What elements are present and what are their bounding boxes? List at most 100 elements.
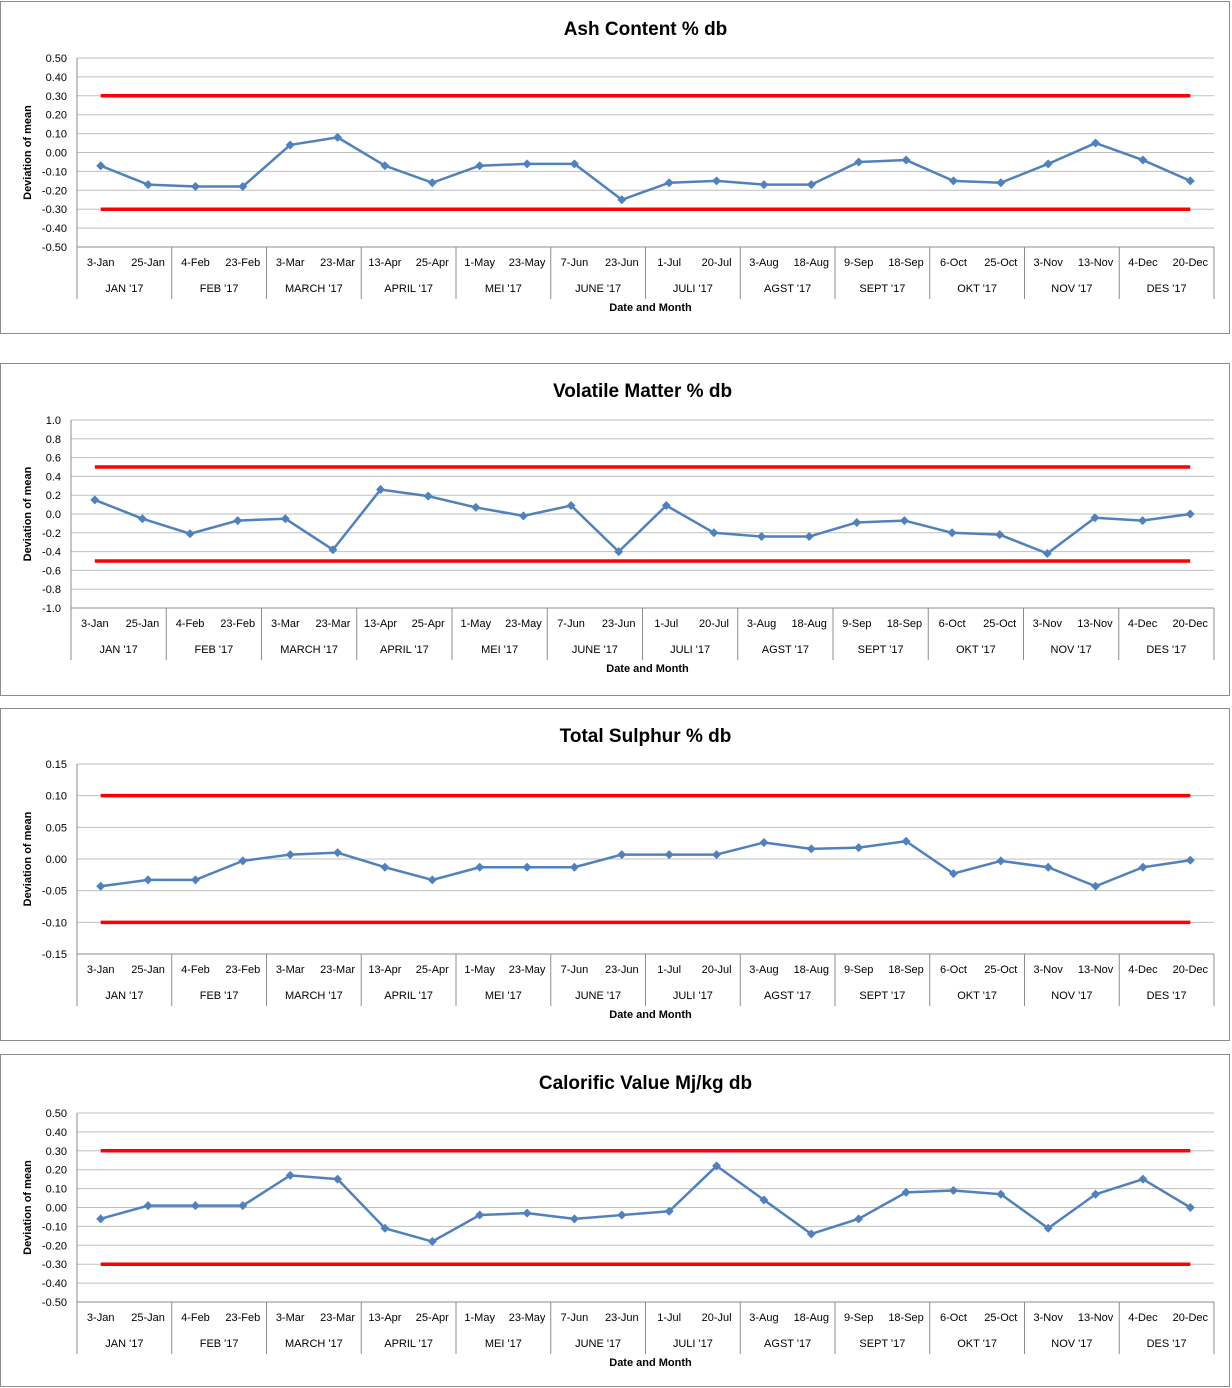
x-tick-label: 23-Mar — [320, 1312, 355, 1324]
data-point — [617, 850, 627, 860]
y-tick-label: 0.20 — [46, 1165, 67, 1177]
volatile-matter-chart-panel: Volatile Matter % db -1.0 -0.8 -0.6 -0.4 -0.2… — [0, 363, 1230, 696]
x-tick-label: 6-Oct — [940, 1312, 967, 1324]
x-tick-label: 25-Apr — [412, 618, 445, 630]
x-tick-label: 25-Jan — [126, 618, 160, 630]
data-point — [901, 1187, 911, 1197]
x-tick-label: 23-Mar — [320, 257, 355, 269]
x-tick-label: 20-Dec — [1173, 964, 1209, 976]
x-tick-label: 25-Apr — [416, 964, 449, 976]
x-group-label: AGST '17 — [764, 283, 811, 295]
x-tick-label: 4-Feb — [176, 618, 205, 630]
data-point — [380, 161, 390, 171]
y-tick-label: 0.00 — [46, 854, 67, 866]
data-point — [566, 501, 576, 511]
data-point — [90, 495, 100, 505]
data-point — [614, 547, 624, 557]
x-tick-label: 25-Oct — [983, 618, 1016, 630]
y-tick-label: -0.2 — [42, 528, 61, 540]
x-group-label: JUNE '17 — [575, 990, 621, 1002]
y-tick-label: 0.10 — [46, 791, 67, 803]
data-point — [238, 856, 248, 866]
x-tick-label: 4-Dec — [1128, 1312, 1158, 1324]
x-tick-label: 23-Feb — [225, 1312, 260, 1324]
data-point — [664, 1206, 674, 1216]
x-tick-label: 1-May — [461, 618, 492, 630]
chart-title: Calorific Value Mj/kg db — [539, 1073, 752, 1094]
data-point — [1043, 862, 1053, 872]
x-tick-label: 20-Jul — [699, 618, 729, 630]
x-tick-label: 1-May — [464, 1312, 495, 1324]
data-point — [333, 1174, 343, 1184]
data-point — [995, 530, 1005, 540]
x-tick-label: 18-Aug — [794, 257, 829, 269]
x-tick-label: 23-Mar — [320, 964, 355, 976]
x-tick-label: 18-Aug — [794, 964, 829, 976]
y-tick-label: -0.40 — [42, 223, 67, 235]
data-point — [806, 180, 816, 190]
x-tick-label: 20-Dec — [1173, 257, 1209, 269]
x-axis-title: Date and Month — [609, 1357, 692, 1369]
x-tick-label: 13-Nov — [1078, 257, 1114, 269]
data-point — [380, 1223, 390, 1233]
data-point — [1042, 548, 1052, 558]
data-point — [96, 881, 106, 891]
x-group-label: OKT '17 — [956, 644, 996, 656]
y-tick-label: 0.10 — [46, 1184, 67, 1196]
data-point — [757, 532, 767, 542]
data-point — [427, 178, 437, 188]
y-tick-label: 0.50 — [46, 1108, 67, 1120]
x-tick-label: 3-Aug — [749, 964, 778, 976]
x-tick-label: 1-May — [464, 964, 495, 976]
x-tick-label: 3-Jan — [87, 257, 115, 269]
x-tick-label: 23-Feb — [220, 618, 255, 630]
x-tick-label: 23-May — [509, 964, 546, 976]
x-tick-label: 25-Oct — [984, 1312, 1017, 1324]
x-tick-label: 25-Jan — [131, 1312, 165, 1324]
data-point — [522, 862, 532, 872]
x-tick-label: 1-Jul — [657, 964, 681, 976]
x-tick-label: 13-Apr — [364, 618, 397, 630]
x-group-label: FEB '17 — [194, 644, 233, 656]
x-group-label: MARCH '17 — [285, 1338, 343, 1350]
data-point — [1091, 138, 1101, 148]
data-point — [948, 176, 958, 186]
data-point — [518, 511, 528, 521]
data-point — [1138, 1174, 1148, 1184]
y-tick-label: -0.20 — [42, 1240, 67, 1252]
x-group-label: MEI '17 — [485, 283, 522, 295]
x-tick-label: 7-Jun — [561, 257, 589, 269]
y-tick-label: -0.30 — [42, 204, 67, 216]
x-tick-label: 3-Nov — [1034, 964, 1064, 976]
x-group-label: JULI '17 — [673, 283, 713, 295]
x-group-label: DES '17 — [1147, 990, 1187, 1002]
y-tick-label: -0.30 — [42, 1259, 67, 1271]
data-point — [376, 485, 386, 495]
y-tick-label: -0.4 — [42, 547, 61, 559]
x-group-label: APRIL '17 — [384, 1338, 433, 1350]
x-tick-label: 4-Dec — [1128, 257, 1158, 269]
data-point — [712, 176, 722, 186]
data-point — [664, 850, 674, 860]
x-group-label: JAN '17 — [105, 283, 143, 295]
x-tick-label: 4-Dec — [1128, 964, 1158, 976]
y-tick-label: -0.05 — [42, 886, 67, 898]
x-tick-label: 18-Sep — [888, 1312, 923, 1324]
x-tick-label: 25-Oct — [984, 964, 1017, 976]
data-point — [285, 850, 295, 860]
data-point — [804, 532, 814, 542]
x-tick-label: 9-Sep — [844, 1312, 873, 1324]
data-point — [854, 157, 864, 167]
x-tick-label: 23-May — [505, 618, 542, 630]
x-tick-label: 3-Nov — [1034, 1312, 1064, 1324]
x-group-label: AGST '17 — [764, 1338, 811, 1350]
data-point — [1043, 159, 1053, 169]
series-line — [94, 488, 1191, 555]
x-tick-label: 23-Feb — [225, 964, 260, 976]
x-group-label: JAN '17 — [100, 644, 138, 656]
x-tick-label: 25-Oct — [984, 257, 1017, 269]
x-tick-label: 20-Jul — [702, 964, 732, 976]
data-point — [475, 862, 485, 872]
total-sulphur-chart: Total Sulphur % db -0.15 -0.10 -0.05 0.00 0.0… — [22, 726, 1215, 1021]
x-group-label: MARCH '17 — [280, 644, 338, 656]
